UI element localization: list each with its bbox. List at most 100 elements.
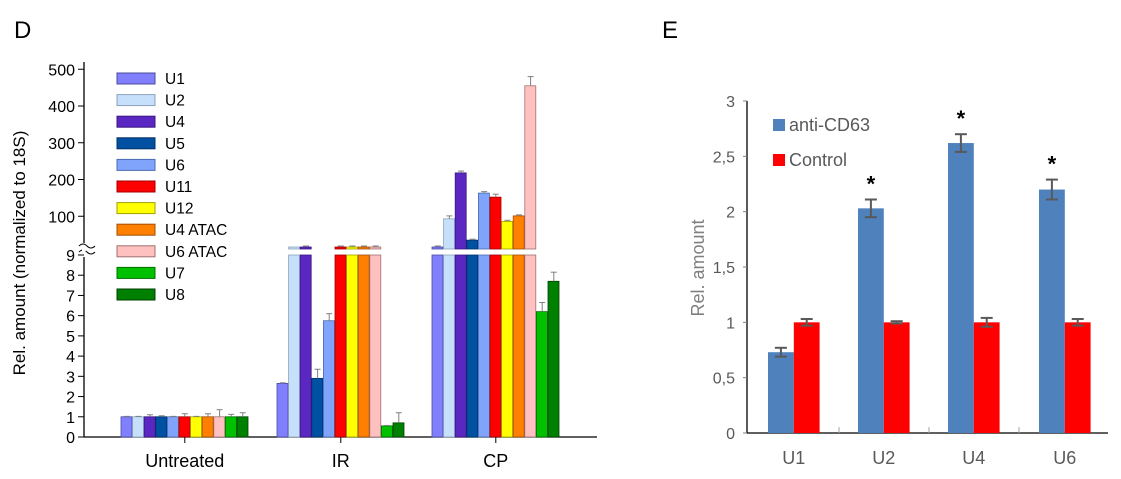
legend-label: U7 bbox=[165, 265, 185, 282]
axis-break-gap bbox=[82, 247, 86, 251]
bar bbox=[190, 416, 203, 438]
y-tick-label: 100 bbox=[48, 209, 75, 226]
bar bbox=[431, 254, 444, 438]
legend-swatch bbox=[116, 180, 156, 193]
significance-marker: * bbox=[867, 171, 876, 196]
bar bbox=[392, 422, 405, 438]
legend-label: U5 bbox=[165, 136, 185, 153]
bar-upper bbox=[454, 172, 467, 250]
x-tick-label: Untreated bbox=[145, 451, 224, 471]
bar bbox=[132, 416, 145, 438]
legend-swatch bbox=[116, 158, 156, 171]
legend-swatch bbox=[116, 72, 156, 85]
panel-d-bars bbox=[120, 76, 560, 438]
x-tick-label: U1 bbox=[782, 448, 805, 468]
y-tick-label: 1 bbox=[726, 315, 735, 332]
legend-swatch bbox=[116, 223, 156, 236]
y-tick-label: 7 bbox=[66, 288, 75, 305]
panel-d-legend: U1 U2 U4 U5 U6 U11 U12 U4 ATAC U6 ATAC U7 U8 bbox=[116, 71, 227, 304]
bar bbox=[524, 254, 537, 438]
legend-label: U12 bbox=[165, 201, 193, 218]
legend-label: U4 ATAC bbox=[165, 222, 227, 239]
y-tick-label: 3 bbox=[66, 369, 75, 386]
bar bbox=[477, 254, 490, 438]
panel-e-legend: anti-CD63 Control bbox=[773, 115, 870, 170]
legend-swatch bbox=[116, 137, 156, 150]
legend-swatch bbox=[116, 115, 156, 128]
y-tick-label: 2 bbox=[66, 390, 75, 407]
bar bbox=[1064, 322, 1091, 433]
bar bbox=[201, 416, 214, 438]
y-tick-label: 2 bbox=[726, 205, 735, 222]
bar-upper bbox=[299, 246, 312, 250]
bar bbox=[334, 254, 347, 438]
x-tick-label: IR bbox=[332, 451, 350, 471]
bar bbox=[357, 254, 370, 438]
legend-label: U11 bbox=[165, 179, 192, 196]
legend-label: Control bbox=[789, 150, 847, 170]
bar bbox=[224, 416, 237, 438]
bar bbox=[489, 254, 502, 438]
legend-swatch bbox=[116, 202, 156, 215]
bar bbox=[768, 352, 794, 433]
bar bbox=[120, 416, 133, 438]
x-tick-label: U2 bbox=[872, 448, 895, 468]
bar bbox=[883, 322, 910, 433]
bar-upper bbox=[443, 218, 456, 250]
bar bbox=[793, 322, 820, 433]
bar-upper bbox=[489, 196, 502, 250]
x-tick-label: U6 bbox=[1053, 448, 1076, 468]
y-tick-label: 1 bbox=[66, 410, 75, 427]
bar bbox=[380, 425, 393, 438]
y-tick-label: 1,5 bbox=[713, 260, 735, 277]
bar bbox=[166, 416, 179, 438]
bar bbox=[346, 254, 359, 438]
y-tick-label: 9 bbox=[66, 248, 75, 265]
bar bbox=[288, 254, 301, 438]
bar bbox=[178, 416, 191, 438]
bar-upper bbox=[512, 215, 525, 250]
legend-swatch bbox=[773, 154, 785, 166]
y-tick-label: 8 bbox=[66, 268, 75, 285]
axis-break-mark bbox=[78, 243, 96, 255]
panel-e-y-axis-label: Rel. amount bbox=[688, 219, 708, 316]
bar-upper bbox=[334, 246, 347, 250]
legend-label: U1 bbox=[165, 71, 185, 88]
legend-swatch bbox=[773, 119, 785, 131]
y-tick-label: 0 bbox=[66, 430, 75, 447]
y-tick-label: 400 bbox=[48, 99, 75, 116]
bar bbox=[536, 311, 548, 438]
x-tick-label: U4 bbox=[962, 448, 985, 468]
bar bbox=[454, 254, 467, 438]
bar bbox=[213, 416, 226, 438]
y-tick-label: 500 bbox=[48, 62, 75, 79]
y-tick-label: 300 bbox=[48, 136, 75, 153]
bar bbox=[311, 377, 324, 438]
panel-e-bars: * * * bbox=[768, 106, 1091, 433]
legend-label: U6 ATAC bbox=[165, 244, 227, 261]
bar bbox=[299, 254, 312, 438]
y-tick-label: 6 bbox=[66, 309, 75, 326]
bar-upper bbox=[346, 246, 359, 250]
bar-upper bbox=[431, 246, 444, 250]
bar-upper bbox=[477, 192, 490, 250]
y-tick-label: 2,5 bbox=[713, 149, 735, 166]
legend-label: U4 bbox=[165, 114, 185, 131]
panel-e-letter: E bbox=[662, 17, 678, 44]
bar-upper bbox=[357, 246, 370, 250]
bar bbox=[276, 383, 289, 438]
bar bbox=[236, 416, 249, 438]
y-tick-label: 0 bbox=[726, 426, 735, 443]
y-tick-label: 0,5 bbox=[713, 371, 735, 388]
bar bbox=[858, 208, 884, 433]
bar bbox=[143, 416, 156, 438]
legend-swatch bbox=[116, 288, 156, 301]
bar-upper bbox=[369, 246, 382, 250]
bar bbox=[369, 254, 382, 438]
panel-d-letter: D bbox=[14, 17, 31, 44]
y-tick-label: 3 bbox=[726, 94, 735, 111]
legend-swatch bbox=[116, 245, 156, 258]
significance-marker: * bbox=[1048, 152, 1057, 177]
bar bbox=[443, 254, 456, 438]
bar bbox=[1039, 189, 1065, 433]
